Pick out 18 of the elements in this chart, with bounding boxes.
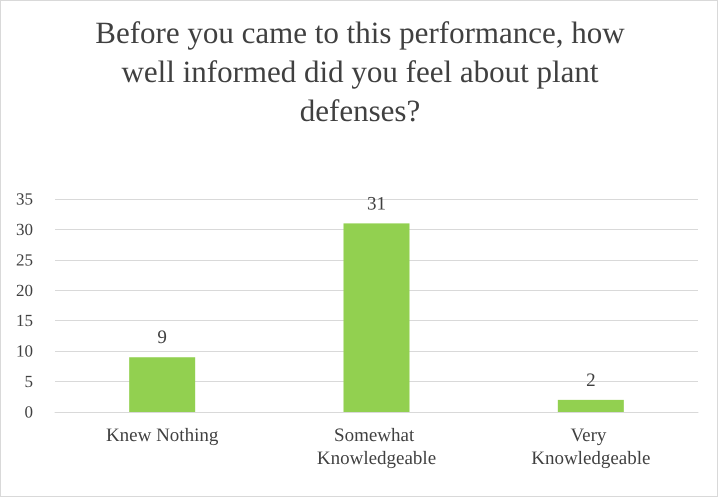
y-tick-label: 15 xyxy=(16,311,33,330)
bar xyxy=(344,223,410,412)
x-tick-label: Somewhat Knowledgeable xyxy=(316,425,436,469)
bar xyxy=(558,400,624,412)
y-tick-label: 5 xyxy=(24,372,33,392)
y-tick-label: 20 xyxy=(16,280,33,300)
bar xyxy=(129,357,196,412)
chart-title: Before you came to this performance, how well informed did you feel about plant defenses? xyxy=(94,14,626,130)
y-tick-label: 10 xyxy=(16,342,33,361)
x-tick-label: Very Knowledgeable xyxy=(531,425,650,469)
x-tick-label: Knew Nothing xyxy=(106,425,219,446)
data-label: 31 xyxy=(367,193,386,214)
data-label: 9 xyxy=(157,327,167,348)
y-tick-label: 25 xyxy=(16,250,33,270)
y-tick-label: 0 xyxy=(24,402,33,422)
y-tick-label: 30 xyxy=(16,220,33,239)
y-tick-label: 35 xyxy=(16,190,33,208)
data-label: 2 xyxy=(586,370,596,391)
